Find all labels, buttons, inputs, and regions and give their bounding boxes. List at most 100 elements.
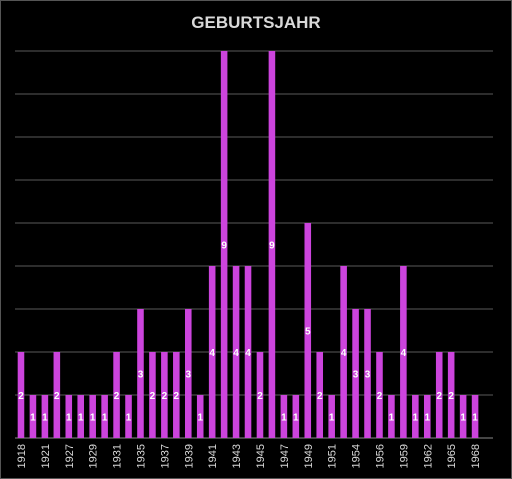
- x-tick-label: 1959: [398, 444, 410, 468]
- x-tick-label: 1949: [303, 444, 315, 468]
- bar[interactable]: [364, 309, 371, 438]
- data-label: 1: [472, 413, 478, 424]
- bar[interactable]: [65, 395, 73, 438]
- bar[interactable]: [173, 352, 180, 438]
- bar[interactable]: [447, 352, 455, 438]
- x-tick-label: 1962: [422, 444, 434, 468]
- x-tick-label: 1956: [374, 444, 386, 468]
- data-label: 1: [66, 413, 72, 424]
- bar[interactable]: [316, 352, 324, 438]
- data-label: 2: [257, 391, 263, 402]
- x-tick-label: 1937: [159, 444, 171, 468]
- data-label: 9: [269, 241, 275, 252]
- bar[interactable]: [161, 352, 168, 438]
- data-label: 1: [293, 413, 299, 424]
- x-tick-label: 1921: [40, 444, 52, 468]
- bar[interactable]: [423, 395, 431, 438]
- data-label: 2: [114, 391, 120, 402]
- data-label: 3: [365, 370, 371, 381]
- data-label: 1: [90, 413, 96, 424]
- data-label: 2: [317, 391, 323, 402]
- data-label: 2: [162, 391, 168, 402]
- data-label: 2: [18, 391, 24, 402]
- bar[interactable]: [41, 395, 49, 438]
- x-tick-label: 1931: [112, 444, 124, 468]
- bar[interactable]: [376, 352, 383, 438]
- data-label: 1: [281, 413, 287, 424]
- data-label: 1: [126, 413, 132, 424]
- bar[interactable]: [29, 395, 37, 438]
- data-label: 4: [245, 348, 251, 359]
- bar[interactable]: [471, 395, 479, 438]
- data-label: 2: [174, 391, 180, 402]
- data-label: 1: [30, 413, 36, 424]
- bar[interactable]: [292, 395, 300, 438]
- data-label: 5: [305, 327, 311, 338]
- data-label: 1: [102, 413, 108, 424]
- bar[interactable]: [53, 352, 61, 438]
- bar[interactable]: [328, 395, 335, 438]
- x-tick-label: 1918: [16, 444, 28, 468]
- bar[interactable]: [340, 266, 347, 438]
- data-label: 4: [233, 348, 239, 359]
- bar[interactable]: [196, 395, 204, 438]
- x-tick-label: 1929: [88, 444, 100, 468]
- data-label: 1: [78, 413, 84, 424]
- data-label: 1: [460, 413, 466, 424]
- bar[interactable]: [280, 395, 288, 438]
- bar[interactable]: [388, 395, 395, 438]
- data-label: 1: [197, 413, 203, 424]
- x-tick-label: 1943: [231, 444, 243, 468]
- bar[interactable]: [208, 266, 216, 438]
- data-label: 4: [401, 348, 407, 359]
- bar[interactable]: [89, 395, 96, 438]
- data-label: 2: [150, 391, 156, 402]
- bar[interactable]: [77, 395, 85, 438]
- bar[interactable]: [137, 309, 144, 438]
- bar[interactable]: [268, 51, 276, 438]
- x-tick-label: 1951: [327, 444, 339, 468]
- data-label: 4: [209, 348, 215, 359]
- bar[interactable]: [184, 309, 192, 438]
- bar[interactable]: [232, 266, 240, 438]
- chart-title: GEBURTSJAHR: [191, 13, 321, 32]
- x-tick-label: 1968: [470, 444, 482, 468]
- x-tick-label: 1954: [351, 444, 363, 468]
- data-label: 2: [448, 391, 454, 402]
- x-tick-label: 1965: [446, 444, 458, 468]
- bar[interactable]: [113, 352, 120, 438]
- data-label: 3: [185, 370, 191, 381]
- data-label: 1: [389, 413, 395, 424]
- bar[interactable]: [304, 223, 312, 438]
- bar[interactable]: [435, 352, 443, 438]
- data-label: 1: [413, 413, 419, 424]
- x-tick-label: 1945: [255, 444, 267, 468]
- bar[interactable]: [352, 309, 359, 438]
- data-label: 3: [138, 370, 144, 381]
- bar[interactable]: [17, 352, 25, 438]
- x-tick-label: 1927: [64, 444, 76, 468]
- bar[interactable]: [125, 395, 132, 438]
- data-label: 9: [221, 241, 227, 252]
- data-label: 4: [341, 348, 347, 359]
- data-label: 2: [54, 391, 60, 402]
- data-label: 2: [436, 391, 442, 402]
- data-label: 3: [353, 370, 359, 381]
- data-label: 1: [42, 413, 48, 424]
- data-label: 1: [424, 413, 430, 424]
- bar[interactable]: [412, 395, 419, 438]
- x-tick-label: 1935: [135, 444, 147, 468]
- bar[interactable]: [459, 395, 467, 438]
- bar[interactable]: [149, 352, 156, 438]
- x-tick-label: 1939: [183, 444, 195, 468]
- bar[interactable]: [101, 395, 108, 438]
- bar[interactable]: [400, 266, 407, 438]
- data-label: 1: [329, 413, 335, 424]
- bar[interactable]: [244, 266, 252, 438]
- x-tick-label: 1947: [279, 444, 291, 468]
- bar[interactable]: [220, 51, 228, 438]
- x-tick-label: 1941: [207, 444, 219, 468]
- bar[interactable]: [256, 352, 264, 438]
